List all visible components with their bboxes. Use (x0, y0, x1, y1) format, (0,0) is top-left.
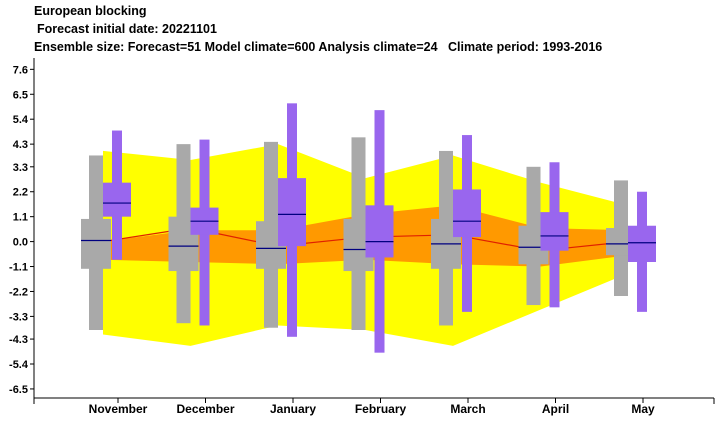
y-tick-label: 1.1 (13, 212, 28, 224)
y-tick-label: -6.5 (9, 384, 28, 396)
y-tick-label: -3.3 (9, 311, 28, 323)
y-tick-label: 7.6 (13, 64, 28, 76)
forecast-box (103, 182, 131, 217)
y-tick-label: 2.2 (13, 187, 28, 199)
x-tick-label: November (89, 402, 148, 416)
y-tick-label: -1.1 (9, 262, 28, 274)
climate-box (81, 218, 111, 269)
y-tick-label: 0.0 (13, 237, 28, 249)
chart-title: European blocking (34, 4, 147, 18)
x-tick-label: December (176, 402, 234, 416)
forecast-box (628, 225, 656, 262)
y-tick-label: -2.2 (9, 286, 28, 298)
forecast-box (540, 212, 569, 251)
axes: 7.6 6.5 5.4 4.3 3.3 2.2 1.1 0.0 -1.1 -2.2 -3.3 -4.3… (9, 58, 715, 416)
ensemble-info: Ensemble size: Forecast=51 Model climate… (34, 40, 603, 54)
y-tick-label: -4.3 (9, 334, 28, 346)
y-tick-label: 3.3 (13, 162, 28, 174)
box-plots (81, 103, 656, 353)
x-tick-label: February (355, 402, 407, 416)
y-tick-label: 5.4 (13, 114, 29, 126)
x-tick-label: April (542, 402, 569, 416)
forecast-box (365, 205, 394, 258)
chart-subtitle: Forecast initial date: 20221101 (37, 22, 217, 36)
forecast-box (278, 178, 306, 247)
x-tick-label: May (631, 402, 655, 416)
y-tick-label: 4.3 (13, 139, 28, 151)
y-tick-label: -5.4 (9, 359, 29, 371)
y-tick-label: 6.5 (13, 89, 28, 101)
forecast-box (453, 189, 481, 238)
x-tick-label: March (450, 402, 485, 416)
x-tick-label: January (270, 402, 316, 416)
